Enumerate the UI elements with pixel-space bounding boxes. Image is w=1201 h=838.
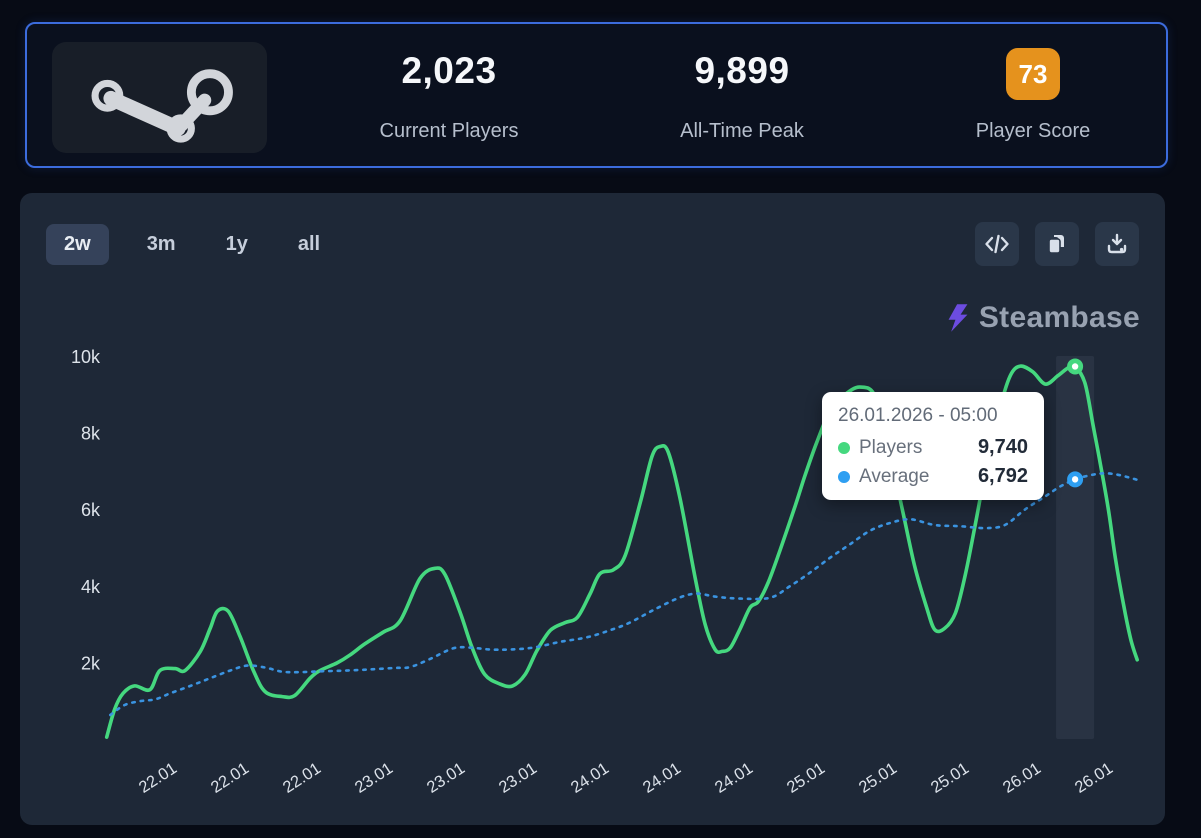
tooltip-players-value: 9,740 <box>977 436 1028 458</box>
x-axis-label: 25.01 <box>784 759 828 797</box>
x-axis-label: 24.01 <box>568 759 612 797</box>
range-3m-button[interactable]: 3m <box>135 224 188 265</box>
x-axis-label: 23.01 <box>496 759 540 797</box>
current-players-value: 2,023 <box>401 50 497 91</box>
y-axis-label: 2k <box>81 653 101 673</box>
steambase-logo-icon <box>948 304 968 332</box>
download-button[interactable] <box>1095 222 1139 266</box>
x-axis-label: 26.01 <box>1000 759 1044 797</box>
x-axis-label: 23.01 <box>424 759 468 797</box>
tooltip-average-row: Average 6,792 <box>838 465 1028 488</box>
x-axis-label: 24.01 <box>640 759 684 797</box>
steam-logo-icon <box>91 68 233 143</box>
x-axis-label: 26.01 <box>1072 759 1116 797</box>
average-line <box>109 472 1139 717</box>
x-axis-label: 22.01 <box>208 759 252 797</box>
x-axis-label: 22.01 <box>136 759 180 797</box>
average-point-marker <box>1067 471 1084 488</box>
y-axis-label: 10k <box>71 347 101 367</box>
average-series-dot <box>838 470 850 483</box>
y-axis-label: 8k <box>81 424 101 444</box>
players-chart[interactable]: 10k 8k 6k 4k 2k 22.01 22.01 22.01 23.01 23.01 23.0… <box>20 193 1165 825</box>
x-axis-label: 25.01 <box>856 759 900 797</box>
player-score-label: Player Score <box>975 120 1091 142</box>
tooltip-players-row: Players 9,740 <box>838 436 1028 459</box>
steambase-watermark: Steambase <box>946 301 1140 335</box>
tooltip-average-label: Average <box>859 465 930 487</box>
all-time-peak-label: All-Time Peak <box>680 120 804 142</box>
stats-card: 2,023 Current Players 9,899 All-Time Pea… <box>25 22 1168 168</box>
x-axis-label: 25.01 <box>928 759 972 797</box>
players-point-marker <box>1067 358 1084 375</box>
x-axis-label: 23.01 <box>352 759 396 797</box>
chart-toolbar <box>975 222 1139 266</box>
range-selector: 2w 3m 1y all <box>46 222 332 266</box>
range-1y-button[interactable]: 1y <box>214 224 260 265</box>
highlight-band <box>1056 356 1095 739</box>
chart-tooltip: 26.01.2026 - 05:00 Players 9,740 Average… <box>822 392 1044 500</box>
player-score-badge: 73 <box>1006 48 1060 100</box>
tooltip-average-value: 6,792 <box>977 465 1028 487</box>
all-time-peak-value: 9,899 <box>694 50 790 91</box>
code-icon <box>985 234 1009 254</box>
range-2w-button[interactable]: 2w <box>46 223 109 265</box>
copy-icon <box>1048 235 1064 254</box>
steam-logo-link[interactable] <box>52 42 267 153</box>
tooltip-date: 26.01.2026 - 05:00 <box>838 405 998 426</box>
y-axis-label: 6k <box>81 500 101 520</box>
embed-code-button[interactable] <box>975 222 1019 266</box>
tooltip-players-label: Players <box>859 436 923 458</box>
players-series-dot <box>838 441 850 454</box>
y-axis-label: 4k <box>81 577 101 597</box>
x-axis-label: 22.01 <box>280 759 324 797</box>
x-axis-label: 24.01 <box>712 759 756 797</box>
range-all-button[interactable]: all <box>286 224 332 265</box>
chart-panel: 2w 3m 1y all <box>20 193 1165 825</box>
current-players-label: Current Players <box>379 120 519 142</box>
steambase-brand-text: Steambase <box>978 301 1140 334</box>
download-icon <box>1107 233 1127 254</box>
copy-button[interactable] <box>1035 222 1079 266</box>
